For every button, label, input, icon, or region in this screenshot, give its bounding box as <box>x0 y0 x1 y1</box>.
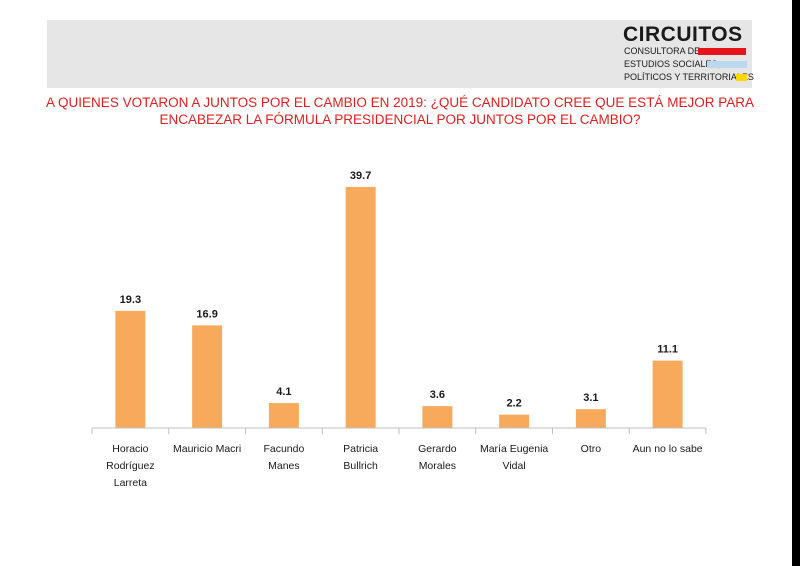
header-band <box>47 20 752 88</box>
bar <box>115 310 146 428</box>
category-label: Mauricio Macri <box>173 443 241 455</box>
logo-line-1: CONSULTORA DE <box>624 46 701 56</box>
value-label: 11.1 <box>657 344 678 356</box>
logo-name: CIRCUITOS <box>623 23 743 46</box>
category-label: Otro <box>581 443 602 455</box>
category-labels-group: Horacio Rodríguez Larreta Mauricio Macri Fac… <box>106 443 703 489</box>
bar <box>422 406 453 428</box>
bar <box>192 325 223 428</box>
value-label: 19.3 <box>120 294 141 306</box>
category-label: María Eugenia Vidal <box>480 443 548 472</box>
logo-yellow-bar <box>736 74 747 81</box>
category-label: Facundo Manes <box>263 443 304 472</box>
x-axis-ticks-group <box>91 428 707 434</box>
bar <box>345 187 376 428</box>
value-label: 39.7 <box>350 170 371 182</box>
category-label: Aun no lo sabe <box>633 443 703 455</box>
category-label: Gerardo Morales <box>418 443 457 472</box>
bars-group <box>115 187 683 428</box>
logo-line-3: POLÍTICOS Y TERRITORIALES <box>624 72 754 82</box>
logo-line-2: ESTUDIOS SOCIALES, <box>624 59 721 69</box>
value-labels-group: 19.3 16.9 4.1 39.7 3.6 2.2 3.1 11.1 <box>120 170 678 410</box>
bar <box>575 409 606 428</box>
category-label: Patricia Bullrich <box>343 443 378 472</box>
value-label: 3.6 <box>430 389 445 401</box>
bar <box>652 360 683 428</box>
value-label: 16.9 <box>196 308 217 320</box>
circuitos-logo: CIRCUITOS CONSULTORA DE ESTUDIOS SOCIALE… <box>623 23 754 86</box>
value-label: 2.2 <box>506 398 521 410</box>
logo-red-bar <box>698 48 746 55</box>
category-label: Horacio Rodríguez Larreta <box>106 443 154 489</box>
bar <box>268 403 299 428</box>
chart-title: A QUIENES VOTARON A JUNTOS POR EL CAMBIO… <box>46 95 754 127</box>
value-label: 3.1 <box>583 392 598 404</box>
logo-blue-bar <box>707 61 747 68</box>
value-label: 4.1 <box>276 386 291 398</box>
bar <box>499 414 530 428</box>
